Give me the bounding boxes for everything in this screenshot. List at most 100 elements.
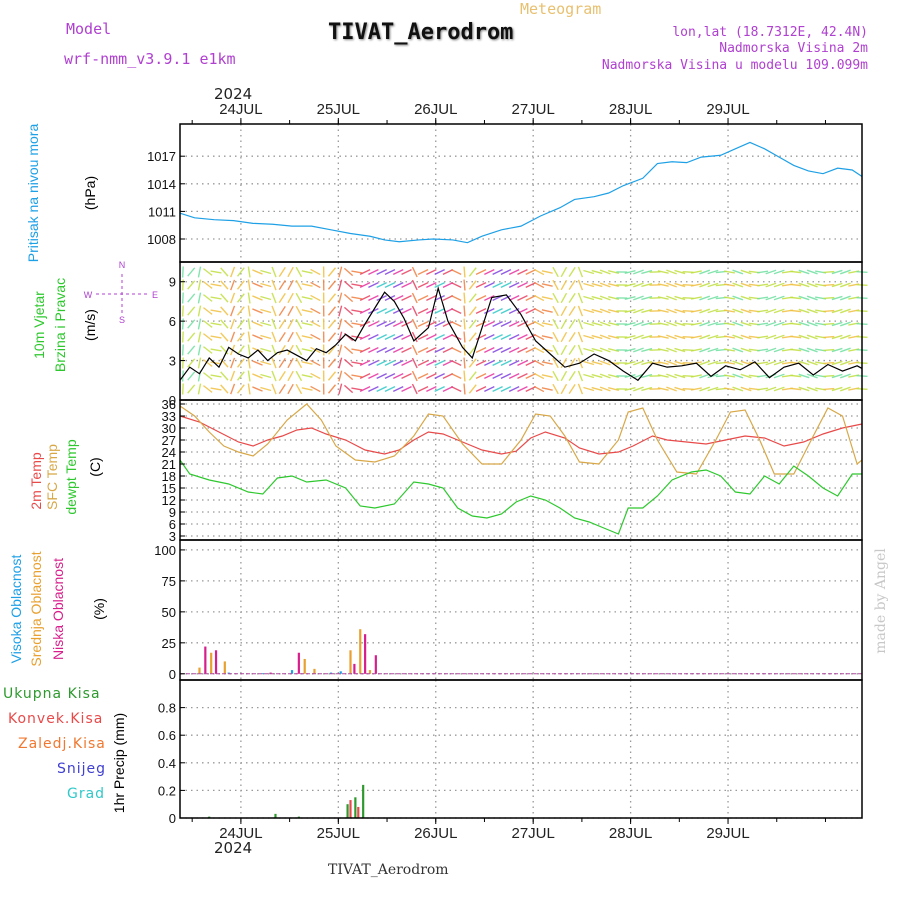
wind-arrow bbox=[632, 308, 644, 314]
wind-arrow bbox=[599, 334, 611, 340]
y-tick-label: 12 bbox=[162, 493, 176, 508]
wind-arrow bbox=[765, 321, 777, 327]
wind-arrow bbox=[247, 370, 251, 382]
wind-arrow bbox=[583, 308, 595, 314]
x-tick-label-top: 24JUL bbox=[219, 101, 262, 118]
wind-arrow bbox=[236, 371, 245, 381]
wind-arrow bbox=[468, 293, 477, 303]
wind-arrow bbox=[327, 358, 337, 368]
wind-arrow bbox=[732, 373, 744, 379]
y-tick-label: 25 bbox=[162, 636, 176, 651]
wind-arrows-layer bbox=[181, 266, 868, 395]
wind-arrow bbox=[426, 295, 437, 301]
wind-arrow bbox=[541, 309, 553, 313]
wind-arrow bbox=[252, 308, 263, 314]
wind-arrow bbox=[583, 321, 595, 327]
wind-arrow bbox=[707, 360, 719, 366]
wind-arrow bbox=[798, 295, 810, 301]
wind-arrow bbox=[765, 360, 777, 366]
wind-arrow bbox=[310, 320, 321, 328]
panel-frame bbox=[179, 679, 863, 819]
wind-arrow bbox=[271, 266, 277, 278]
wind-arrow bbox=[247, 266, 251, 278]
wind-arrow bbox=[475, 282, 487, 288]
wind-arrow bbox=[278, 358, 286, 368]
wind-arrow bbox=[278, 293, 286, 303]
wind-arrow bbox=[699, 373, 711, 379]
wind-arrow bbox=[417, 295, 429, 301]
wind-arrow bbox=[181, 318, 184, 330]
wind-arrow bbox=[417, 282, 429, 288]
wind-arrow bbox=[599, 347, 611, 353]
wind-arrow bbox=[338, 279, 343, 291]
chart-title: TIVAT_Aerodrom bbox=[328, 20, 514, 45]
wind-arrow bbox=[541, 296, 553, 300]
wind-arrow bbox=[295, 292, 303, 304]
series-line bbox=[179, 285, 863, 382]
wind-arrow bbox=[632, 321, 644, 327]
wind-arrow bbox=[468, 319, 477, 329]
x-tick-label-top: 29JUL bbox=[706, 101, 749, 118]
wind-arrow bbox=[442, 360, 454, 366]
wind-arrow bbox=[295, 305, 303, 317]
wind-arrow bbox=[666, 308, 677, 314]
wind-arrow bbox=[765, 386, 777, 392]
wind-arrow bbox=[533, 307, 545, 315]
wind-arrow bbox=[359, 347, 371, 353]
wind-arrow bbox=[450, 295, 462, 301]
wind-arrow bbox=[568, 306, 576, 316]
wind-arrow bbox=[552, 318, 559, 330]
wind-arrow bbox=[434, 360, 445, 366]
wind-arrow bbox=[278, 267, 286, 277]
wind-arrow bbox=[247, 305, 251, 317]
wind-arrow bbox=[831, 360, 843, 366]
wind-arrow bbox=[707, 308, 719, 314]
wind-arrow bbox=[707, 386, 719, 392]
wind-arrow bbox=[327, 345, 337, 355]
wind-arrow bbox=[798, 282, 810, 288]
wind-arrow bbox=[500, 295, 512, 301]
wind-arrow bbox=[757, 322, 769, 326]
wind-arrow bbox=[376, 347, 387, 353]
wind-arrow bbox=[690, 296, 702, 300]
wind-arrow bbox=[608, 269, 620, 275]
x-tick-label-bottom: 24JUL bbox=[219, 825, 262, 842]
wind-arrow bbox=[384, 334, 396, 340]
wind-arrow bbox=[492, 321, 503, 327]
wind-arrow bbox=[260, 347, 272, 353]
wind-arrow bbox=[260, 334, 272, 340]
wind-arrow bbox=[236, 267, 245, 277]
wind-arrow bbox=[187, 358, 196, 368]
legend-freezing-rain: Zaledj.Kisa bbox=[18, 736, 106, 752]
wind-arrow bbox=[757, 270, 769, 274]
wind-arrow bbox=[426, 334, 437, 340]
wind-arrow bbox=[608, 334, 620, 340]
wind-arrow bbox=[310, 294, 321, 302]
wind-arrow bbox=[351, 296, 363, 300]
wind-arrow bbox=[260, 373, 272, 379]
wind-arrow bbox=[417, 269, 429, 275]
wind-arrow bbox=[508, 282, 520, 288]
wind-arrow bbox=[541, 270, 553, 274]
wind-arrow bbox=[338, 318, 343, 330]
wind-arrow bbox=[252, 334, 263, 340]
wind-arrow bbox=[450, 386, 462, 392]
wind-arrow bbox=[450, 373, 462, 379]
wind-arrow bbox=[798, 321, 810, 327]
wind-arrow bbox=[765, 334, 777, 340]
model-label: Model bbox=[66, 20, 112, 38]
wind-arrow bbox=[220, 384, 229, 394]
wind-arrow bbox=[301, 283, 313, 287]
wind-arrow bbox=[287, 279, 294, 291]
wind-arrow bbox=[641, 347, 653, 353]
wind-arrow bbox=[327, 319, 337, 329]
wind-arrow bbox=[301, 322, 313, 326]
wind-arrow bbox=[463, 266, 466, 278]
wind-arrow bbox=[492, 347, 503, 353]
wind-arrow bbox=[517, 269, 528, 275]
wind-arrow bbox=[577, 370, 584, 382]
wind-arrow bbox=[831, 347, 843, 353]
wind-arrow bbox=[442, 386, 454, 392]
wind-arrow bbox=[690, 374, 702, 378]
wind-arrow bbox=[230, 279, 236, 291]
